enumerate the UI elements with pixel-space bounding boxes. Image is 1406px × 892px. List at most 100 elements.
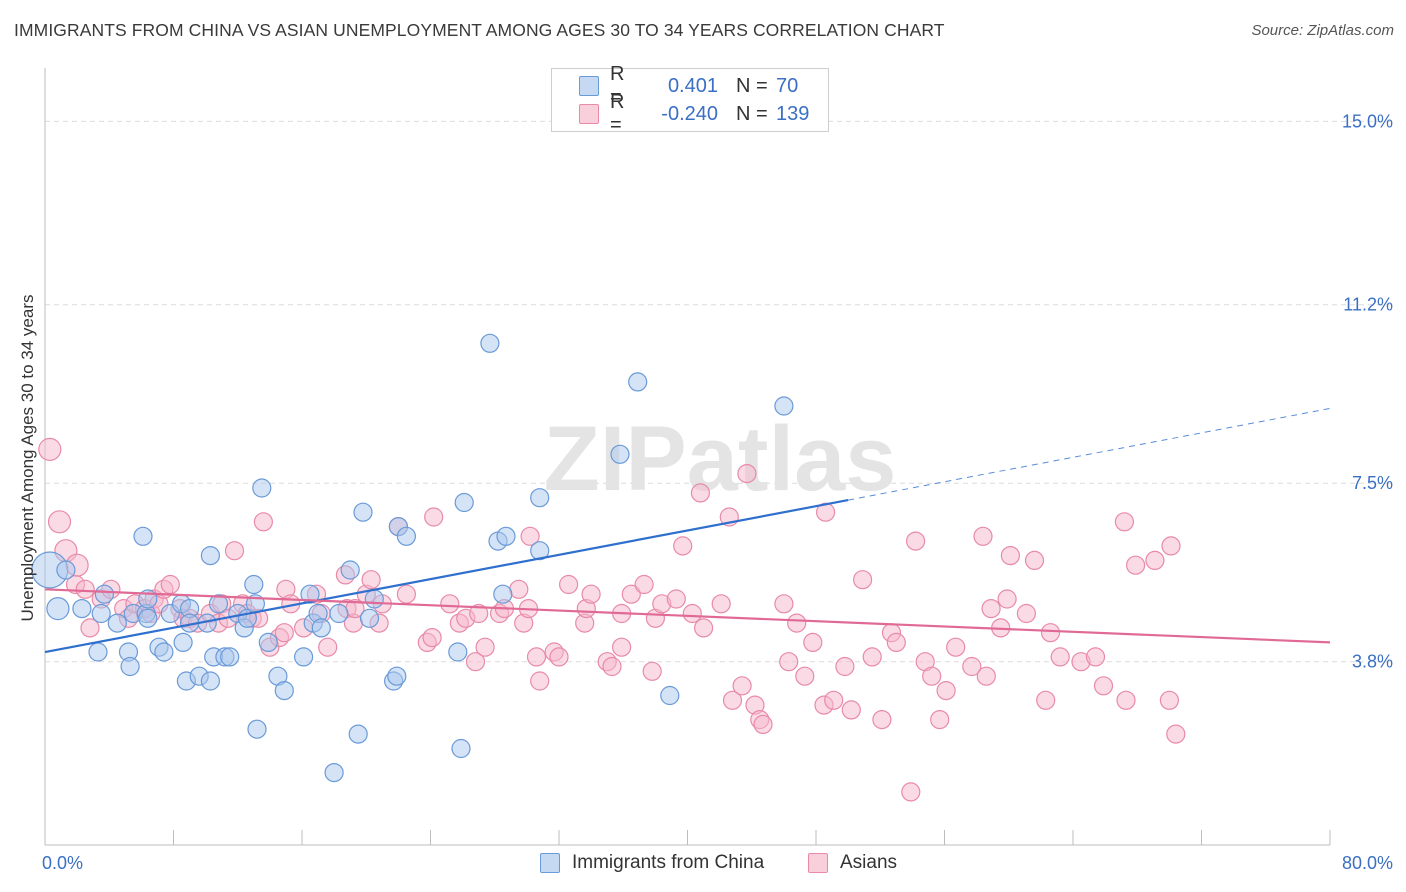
china-point bbox=[448, 642, 468, 662]
asians-point bbox=[253, 512, 273, 532]
asians-point bbox=[440, 594, 460, 614]
china-points bbox=[31, 333, 794, 783]
stats-legend: R = 0.401 N = 70 R = -0.240 N = 139 bbox=[551, 63, 829, 136]
y-axis-label: Unemployment Among Ages 30 to 34 years bbox=[18, 295, 37, 622]
china-point bbox=[247, 719, 267, 739]
china-point bbox=[120, 656, 140, 677]
china-point bbox=[387, 666, 407, 686]
asians-point bbox=[475, 637, 495, 657]
asians-point bbox=[962, 656, 982, 677]
legend-r-value: 0.401 bbox=[667, 74, 718, 97]
legend-swatch-asians bbox=[579, 104, 599, 124]
asians-point bbox=[1000, 545, 1021, 566]
asians-point bbox=[581, 584, 601, 604]
asians-point bbox=[465, 652, 486, 672]
asians-point bbox=[787, 613, 807, 633]
asians-point bbox=[922, 666, 942, 686]
china-point bbox=[154, 642, 174, 662]
asians-point bbox=[976, 666, 996, 686]
china-point bbox=[324, 762, 344, 783]
asians-point bbox=[224, 541, 245, 561]
china-point bbox=[138, 608, 158, 628]
asians-point bbox=[1125, 555, 1146, 575]
asians-point bbox=[862, 647, 882, 667]
y-tick-label: 11.2% bbox=[1343, 295, 1393, 315]
asians-point bbox=[722, 690, 743, 710]
asians-point bbox=[779, 652, 799, 672]
asians-point bbox=[530, 671, 550, 691]
china-point bbox=[353, 502, 373, 522]
y-tick-label: 3.8% bbox=[1352, 652, 1393, 672]
asians-point bbox=[1161, 536, 1181, 556]
asians-point bbox=[1040, 623, 1061, 643]
asians-point bbox=[815, 502, 836, 522]
china-point bbox=[300, 584, 320, 604]
legend-label-china: Immigrants from China bbox=[572, 852, 765, 873]
asians-point bbox=[1145, 550, 1165, 571]
asians-point bbox=[682, 603, 702, 624]
china-point bbox=[348, 724, 368, 744]
china-point bbox=[530, 488, 550, 508]
asians-point bbox=[80, 618, 100, 638]
asians-point bbox=[1036, 690, 1056, 710]
china-point bbox=[660, 685, 680, 706]
asians-point bbox=[274, 623, 294, 643]
asians-point bbox=[38, 437, 62, 461]
china-point bbox=[220, 647, 240, 667]
asians-point bbox=[673, 536, 693, 556]
y-tick-label: 15.0% bbox=[1342, 111, 1393, 131]
asians-point bbox=[872, 709, 892, 730]
asians-point bbox=[732, 676, 752, 696]
asians-point bbox=[611, 637, 632, 657]
asians-point bbox=[841, 700, 861, 720]
asians-point bbox=[835, 656, 855, 677]
watermark: ZIPatlas bbox=[544, 408, 897, 510]
asians-point bbox=[852, 570, 873, 590]
china-point bbox=[173, 632, 193, 653]
china-point bbox=[91, 603, 111, 624]
tick-labels: 3.8% 7.5% 11.2% 15.0% 0.0% 80.0% bbox=[42, 111, 1393, 873]
asians-point bbox=[469, 603, 489, 624]
legend-n-label: N = bbox=[736, 102, 768, 125]
x-tick-label: 0.0% bbox=[42, 853, 83, 873]
asians-point bbox=[930, 709, 950, 730]
asians-point bbox=[396, 584, 416, 604]
china-point bbox=[493, 584, 513, 604]
china-point bbox=[200, 545, 220, 566]
china-point bbox=[364, 589, 384, 609]
asians-point bbox=[901, 782, 921, 802]
china-point bbox=[294, 647, 314, 667]
asians-point bbox=[803, 632, 823, 653]
china-point bbox=[46, 596, 70, 621]
asians-point bbox=[693, 618, 714, 638]
china-point bbox=[628, 372, 648, 392]
asians-point bbox=[520, 526, 540, 546]
china-point bbox=[774, 396, 794, 416]
asians-point bbox=[997, 589, 1017, 609]
asians-point bbox=[824, 690, 844, 710]
china-point bbox=[274, 680, 294, 701]
asians-point bbox=[905, 531, 926, 551]
trend-lines bbox=[44, 407, 1331, 654]
asians-point bbox=[318, 637, 338, 657]
legend-n-label: N = bbox=[736, 74, 768, 97]
asians-point bbox=[774, 594, 794, 614]
legend-item-china[interactable]: Immigrants from China bbox=[540, 852, 764, 874]
china-trend-extension bbox=[848, 407, 1331, 501]
asians-point bbox=[1159, 690, 1180, 710]
legend-swatch-china bbox=[579, 76, 599, 96]
asians-point bbox=[946, 637, 966, 657]
legend-swatch-asians bbox=[808, 853, 828, 873]
china-point bbox=[451, 738, 471, 759]
china-point bbox=[311, 618, 331, 638]
asians-point bbox=[558, 574, 579, 595]
china-point bbox=[610, 444, 630, 464]
legend-r-label: R = bbox=[610, 63, 625, 108]
legend-r-label: R = bbox=[610, 91, 625, 136]
legend-item-asians[interactable]: Asians bbox=[808, 852, 897, 874]
asians-point bbox=[981, 598, 1001, 619]
asians-point bbox=[526, 647, 547, 667]
china-point bbox=[396, 526, 416, 546]
asians-point bbox=[160, 574, 180, 595]
